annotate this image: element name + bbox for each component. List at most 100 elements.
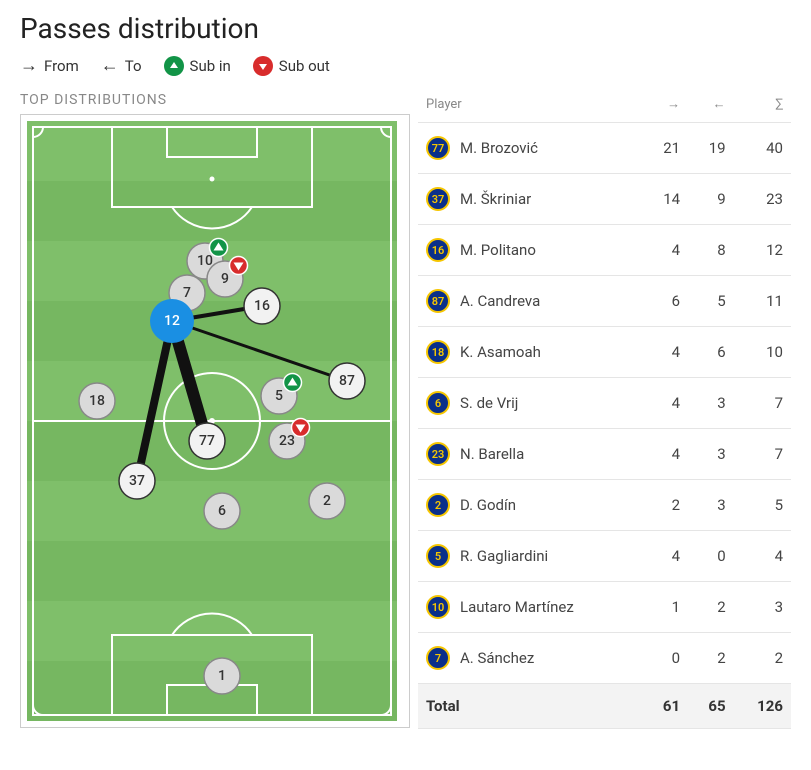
table-header-row: Player → ← ∑	[418, 86, 791, 123]
legend-sub-out-label: Sub out	[279, 57, 330, 75]
svg-text:16: 16	[254, 298, 270, 314]
legend-to: ← To	[101, 55, 142, 76]
legend-sub-in-label: Sub in	[190, 57, 231, 75]
table-row[interactable]: 16 M. Politano 4812	[418, 225, 791, 276]
player-number-badge: 77	[426, 136, 450, 160]
legend-from: → From	[20, 55, 79, 76]
pitch-column: TOP DISTRIBUTIONS 10 9 7 16 87 5 18 77 37 23 6 2 1 12	[20, 86, 410, 728]
svg-text:87: 87	[339, 373, 355, 389]
legend-sub-out: Sub out	[253, 56, 330, 76]
cell-sum: 10	[734, 327, 791, 378]
pitch-player-node[interactable]: 87	[329, 363, 365, 399]
svg-text:10: 10	[197, 253, 213, 269]
svg-text:6: 6	[218, 503, 226, 519]
cell-to: 3	[688, 429, 734, 480]
svg-text:7: 7	[183, 285, 191, 301]
table-row[interactable]: 2D. Godín235	[418, 480, 791, 531]
player-number-badge: 2	[426, 493, 450, 517]
player-name: Lautaro Martínez	[460, 598, 574, 616]
pitch-diagram: 10 9 7 16 87 5 18 77 37 23 6 2 1 12	[27, 121, 397, 721]
cell-to: 19	[688, 123, 734, 174]
player-name: M. Škriniar	[460, 190, 531, 208]
player-number-badge: 10	[426, 595, 450, 619]
table-row[interactable]: 87A. Candreva6511	[418, 276, 791, 327]
player-number-badge: 5	[426, 544, 450, 568]
col-player: Player	[418, 86, 643, 123]
total-sum: 126	[734, 684, 791, 729]
cell-from: 6	[643, 276, 689, 327]
cell-sum: 40	[734, 123, 791, 174]
cell-sum: 7	[734, 378, 791, 429]
cell-to: 9	[688, 174, 734, 225]
svg-text:12: 12	[164, 313, 180, 329]
table-row[interactable]: 5R. Gagliardini404	[418, 531, 791, 582]
arrow-right-icon: →	[20, 55, 38, 76]
cell-from: 0	[643, 633, 689, 684]
sub-out-icon	[253, 56, 273, 76]
table-row[interactable]: 18K. Asamoah4610	[418, 327, 791, 378]
svg-text:5: 5	[275, 388, 283, 404]
legend: → From ← To Sub in Sub out	[20, 55, 791, 76]
sub-in-icon	[164, 56, 184, 76]
pitch-player-node[interactable]: 2	[309, 483, 345, 519]
player-number-badge: 6	[426, 391, 450, 415]
cell-to: 2	[688, 633, 734, 684]
pitch-player-node[interactable]: 77	[189, 423, 225, 459]
table-row[interactable]: 10Lautaro Martínez123	[418, 582, 791, 633]
top-distributions-label: TOP DISTRIBUTIONS	[20, 92, 410, 108]
table-row[interactable]: 6S. de Vrij437	[418, 378, 791, 429]
cell-sum: 12	[734, 225, 791, 276]
cell-to: 3	[688, 378, 734, 429]
svg-text:1: 1	[218, 668, 226, 684]
cell-to: 8	[688, 225, 734, 276]
cell-to: 5	[688, 276, 734, 327]
player-number-badge: 23	[426, 442, 450, 466]
cell-from: 4	[643, 429, 689, 480]
table-row[interactable]: 23N. Barella437	[418, 429, 791, 480]
svg-text:77: 77	[199, 433, 215, 449]
col-sum: ∑	[734, 86, 791, 123]
cell-to: 6	[688, 327, 734, 378]
pitch-player-node[interactable]: 18	[79, 383, 115, 419]
table-row[interactable]: 77M. Brozović211940	[418, 123, 791, 174]
cell-sum: 2	[734, 633, 791, 684]
total-label: Total	[418, 684, 643, 729]
svg-text:9: 9	[221, 271, 229, 287]
svg-text:37: 37	[129, 473, 145, 489]
svg-text:18: 18	[89, 393, 105, 409]
pitch-player-node[interactable]: 6	[204, 493, 240, 529]
col-from: →	[643, 86, 689, 123]
cell-from: 2	[643, 480, 689, 531]
cell-from: 4	[643, 531, 689, 582]
cell-sum: 3	[734, 582, 791, 633]
table-row[interactable]: 7A. Sánchez022	[418, 633, 791, 684]
player-name: M. Brozović	[460, 139, 538, 157]
cell-from: 4	[643, 225, 689, 276]
total-from: 61	[643, 684, 689, 729]
passes-table: Player → ← ∑ 77M. Brozović21194037M. Škr…	[418, 86, 791, 729]
table-row[interactable]: 37 M. Škriniar 14923	[418, 174, 791, 225]
panel-title: Passes distribution	[20, 12, 791, 45]
arrow-left-icon: ←	[101, 55, 119, 76]
player-name: A. Candreva	[460, 292, 540, 310]
pitch-wrapper: 10 9 7 16 87 5 18 77 37 23 6 2 1 12	[20, 114, 410, 728]
cell-from: 4	[643, 378, 689, 429]
svg-text:23: 23	[279, 433, 295, 449]
player-number-badge: 16	[426, 238, 450, 262]
col-to: ←	[688, 86, 734, 123]
legend-to-label: To	[125, 57, 142, 75]
cell-sum: 11	[734, 276, 791, 327]
cell-from: 14	[643, 174, 689, 225]
pitch-player-node[interactable]: 37	[119, 463, 155, 499]
player-name: D. Godín	[460, 496, 516, 514]
pitch-player-node[interactable]: 1	[204, 658, 240, 694]
cell-sum: 23	[734, 174, 791, 225]
total-to: 65	[688, 684, 734, 729]
cell-sum: 5	[734, 480, 791, 531]
player-number-badge: 37	[426, 187, 450, 211]
player-name: M. Politano	[460, 241, 536, 259]
player-name: R. Gagliardini	[460, 547, 548, 565]
pitch-player-node[interactable]: 12	[150, 299, 194, 343]
table-column: Player → ← ∑ 77M. Brozović21194037M. Škr…	[418, 86, 791, 729]
pitch-player-node[interactable]: 16	[244, 288, 280, 324]
